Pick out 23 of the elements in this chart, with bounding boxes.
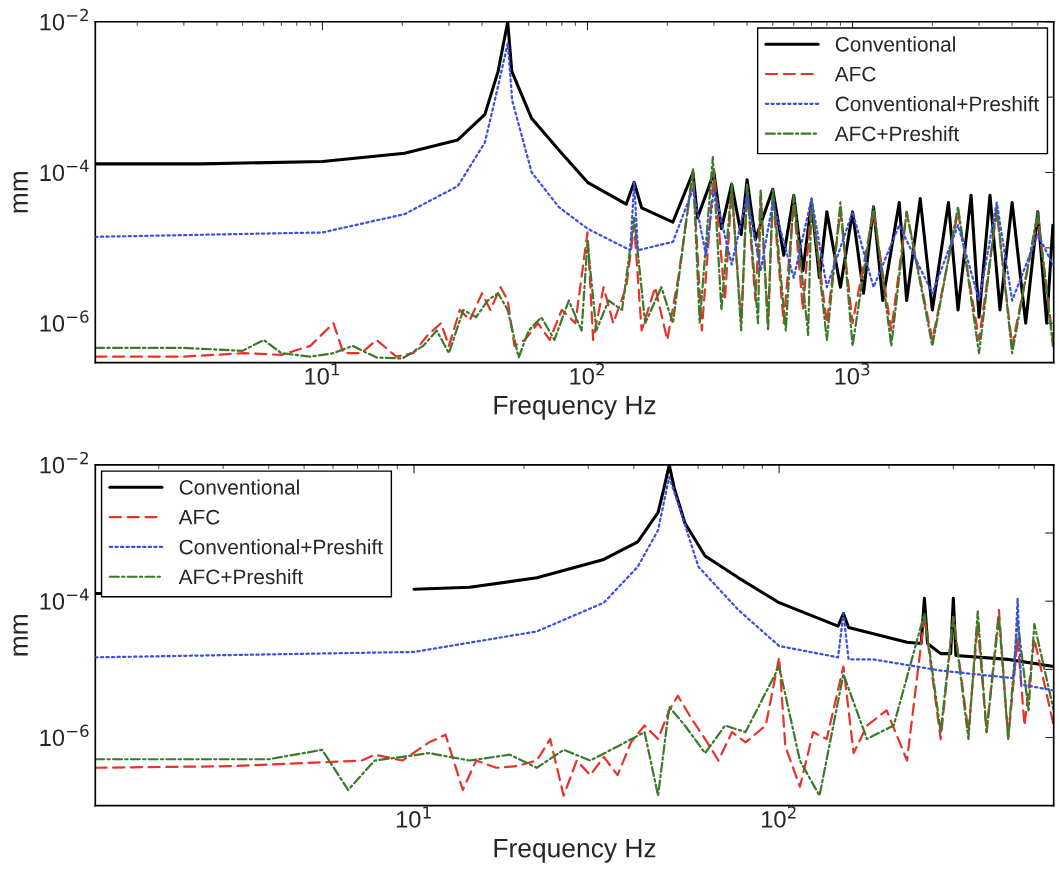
y-tick-label: 10$^{−2}$	[40, 8, 88, 31]
legend-label: AFC	[178, 509, 220, 525]
y-axis-title: mm	[13, 171, 28, 213]
y-tick-label: 10$^{−6}$	[40, 310, 89, 332]
x-axis-title: Frequency Hz	[494, 839, 656, 863]
x-tick-label: 10$^{2}$	[570, 363, 604, 385]
y-axis-title: mm	[13, 615, 28, 656]
legend-label: AFC+Preshift	[834, 125, 960, 142]
y-tick-label: 10$^{−2}$	[40, 451, 88, 474]
x-tick-label: 10$^{3}$	[835, 363, 870, 385]
legend-label: Conventional	[179, 479, 299, 495]
y-tick-label: 10$^{−4}$	[40, 588, 89, 610]
legend-label: AFC+Preshift	[178, 568, 303, 585]
x-tick-label: 10$^{1}$	[396, 806, 431, 828]
legend-label: Conventional+Preshift	[179, 539, 383, 555]
x-tick-label: 10$^{2}$	[762, 806, 796, 828]
legend-label: AFC	[834, 66, 876, 82]
y-tick-label: 10$^{−4}$	[40, 159, 89, 182]
y-tick-label: 10$^{−6}$	[40, 724, 89, 747]
x-axis-title: Frequency Hz	[494, 396, 656, 420]
x-tick-label: 10$^{1}$	[305, 363, 340, 385]
legend-label: Conventional	[835, 36, 955, 52]
legend-label: Conventional+Preshift	[835, 96, 1039, 112]
